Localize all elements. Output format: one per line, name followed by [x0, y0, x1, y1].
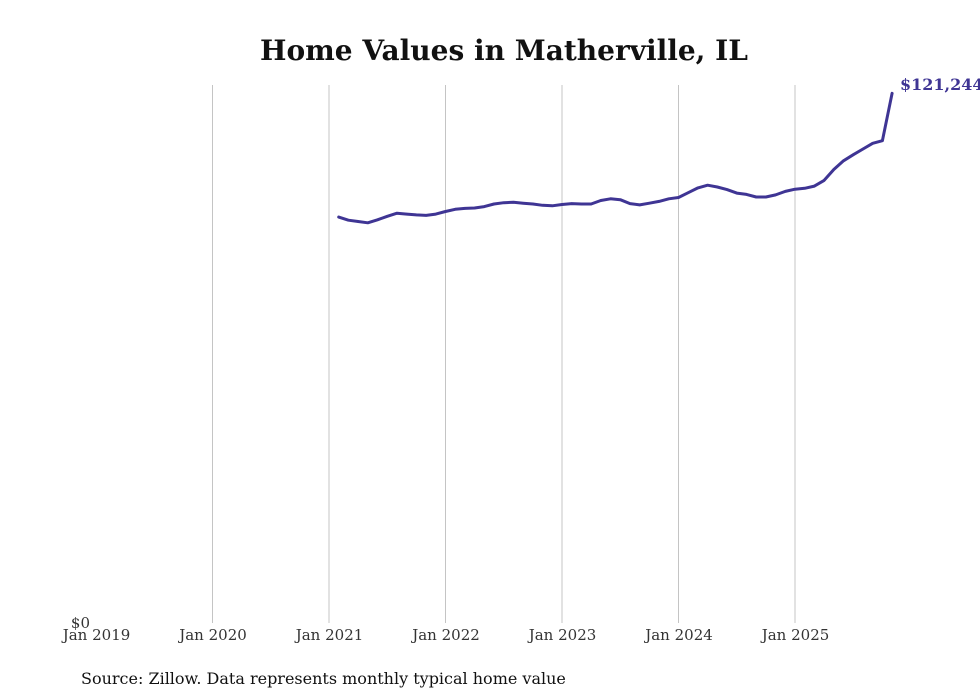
data-point — [551, 204, 554, 207]
data-point — [881, 139, 884, 142]
data-point — [473, 206, 476, 210]
chart-title: Home Values in Matherville, IL — [260, 34, 748, 67]
x-tick-label: Jan 2021 — [294, 626, 364, 644]
data-point — [619, 198, 622, 201]
data-point — [725, 188, 729, 191]
data-point — [861, 147, 865, 151]
x-tick-label: Jan 2023 — [527, 626, 597, 644]
data-point — [696, 186, 700, 190]
data-point — [832, 168, 835, 171]
data-point — [842, 159, 845, 162]
data-point — [716, 185, 719, 189]
data-point — [347, 219, 350, 222]
x-tick-label: Jan 2024 — [643, 626, 713, 644]
data-point — [434, 212, 437, 216]
data-point — [774, 193, 777, 197]
x-tick-label: Jan 2025 — [760, 626, 830, 644]
data-point — [764, 195, 768, 199]
data-point — [531, 202, 535, 206]
data-point — [512, 201, 515, 204]
data-point — [444, 210, 447, 213]
data-point — [852, 153, 855, 156]
data-point — [522, 202, 525, 205]
data-point — [589, 202, 593, 206]
home-value-line — [337, 91, 894, 225]
data-point — [687, 191, 690, 194]
data-points — [337, 92, 894, 224]
data-point — [755, 195, 758, 199]
data-point — [337, 215, 340, 219]
x-tick-label: Jan 2020 — [177, 626, 247, 644]
data-point — [822, 179, 826, 182]
data-point — [376, 218, 379, 221]
data-point — [405, 212, 408, 216]
source-note: Source: Zillow. Data represents monthly … — [81, 669, 566, 688]
data-point — [890, 92, 894, 95]
data-point — [667, 197, 670, 200]
data-point — [492, 202, 496, 206]
y-tick-label-zero: $0 — [71, 614, 90, 632]
gridlines — [212, 85, 796, 623]
data-point — [803, 187, 806, 190]
data-point — [609, 197, 612, 200]
data-point — [570, 202, 573, 205]
data-point — [813, 184, 816, 188]
data-point — [395, 212, 399, 215]
data-point — [599, 199, 602, 202]
data-point — [415, 213, 418, 217]
data-point — [706, 184, 709, 187]
data-point — [657, 200, 661, 203]
data-point — [793, 188, 797, 191]
data-point — [454, 208, 457, 211]
data-point — [424, 214, 428, 217]
data-point — [483, 205, 486, 208]
data-point — [463, 207, 467, 210]
data-point — [735, 191, 738, 195]
data-point — [648, 202, 651, 205]
data-point — [638, 203, 641, 207]
x-tick-label: Jan 2019 — [61, 626, 131, 644]
data-point — [871, 142, 874, 145]
data-point — [356, 220, 360, 223]
data-point — [745, 193, 748, 196]
x-tick-label: Jan 2022 — [410, 626, 480, 644]
data-point — [366, 221, 369, 224]
data-point — [386, 215, 389, 218]
data-point — [560, 203, 564, 206]
data-point — [502, 201, 505, 204]
end-value-label: $121,244 — [900, 75, 980, 94]
data-point — [580, 202, 583, 206]
data-point — [628, 202, 632, 205]
data-point — [677, 196, 680, 199]
data-point — [784, 190, 787, 193]
x-axis-ticks: Jan 2019 Jan 2020 Jan 2021 Jan 2022 Jan 2023… — [61, 626, 830, 644]
data-point — [541, 204, 544, 207]
